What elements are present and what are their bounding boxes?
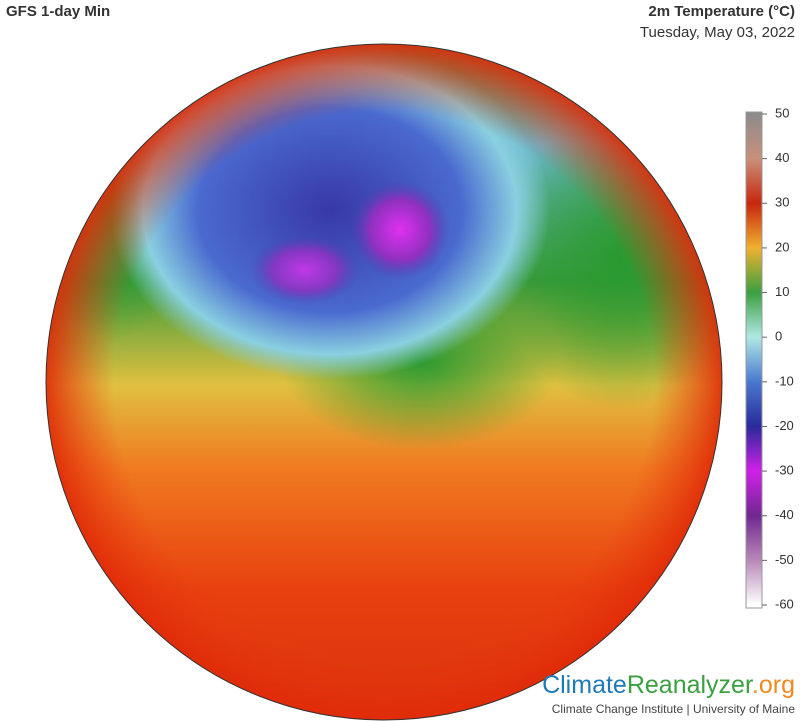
colorbar-label: 50 [775, 105, 789, 120]
colorbar-label: -20 [775, 418, 794, 433]
colorbar-label: -50 [775, 552, 794, 567]
colorbar-label: 30 [775, 195, 789, 210]
colorbar-label: 20 [775, 239, 789, 254]
colorbar-label: 0 [775, 329, 782, 344]
colorbar-label: -40 [775, 507, 794, 522]
brand: ClimateReanalyzer.org [542, 671, 795, 699]
colorbar-label: -30 [775, 463, 794, 478]
colorbar-label: 40 [775, 150, 789, 165]
globe [46, 44, 722, 720]
colorbar [745, 111, 763, 609]
date: Tuesday, May 03, 2022 [640, 24, 795, 41]
credit: Climate Change Institute | University of… [552, 702, 796, 716]
brand-part: Reanalyzer [627, 671, 753, 699]
colorbar-label: -60 [775, 596, 794, 611]
title: GFS 1-day Min [6, 3, 110, 20]
brand-part: Climate [542, 671, 627, 699]
brand-part: .org [752, 671, 795, 699]
globe-outline [45, 43, 723, 721]
colorbar-label: -10 [775, 373, 794, 388]
colorbar-label: 10 [775, 284, 789, 299]
variable: 2m Temperature (°C) [648, 3, 795, 20]
